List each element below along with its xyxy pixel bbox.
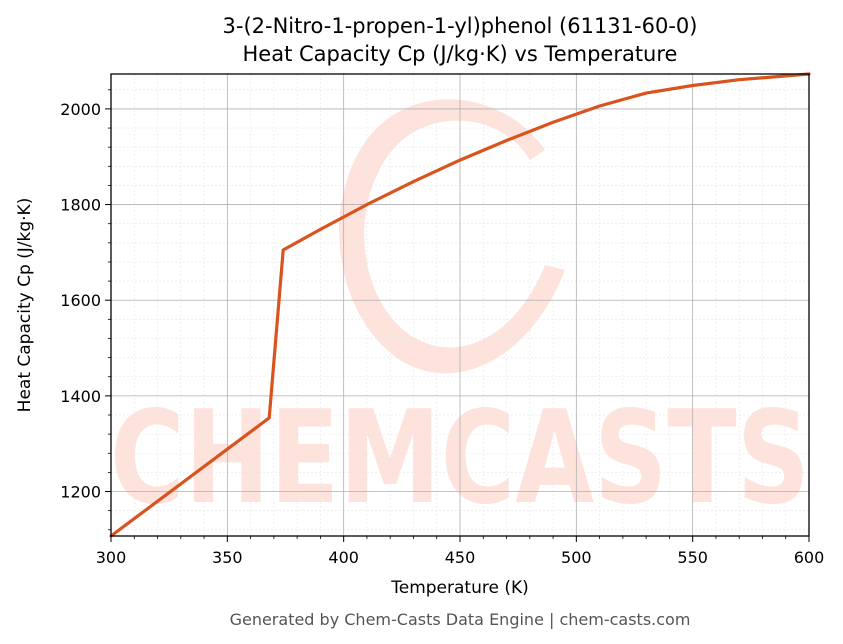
chart-title: 3-(2-Nitro-1-propen-1-yl)phenol (61131-6… (223, 14, 698, 38)
y-axis: 1200 1400 1600 1800 2000 (60, 89, 111, 531)
y-tick-label: 1400 (60, 387, 101, 406)
x-axis: 300 350 400 450 500 550 600 (96, 536, 825, 567)
y-axis-label: Heat Capacity Cp (J/kg·K) (15, 198, 35, 413)
x-tick-label: 400 (328, 548, 359, 567)
watermark-logo-swirl (339, 99, 565, 374)
y-tick-label: 2000 (60, 100, 101, 119)
x-tick-label: 350 (212, 548, 243, 567)
x-tick-label: 500 (561, 548, 592, 567)
y-tick-label: 1600 (60, 291, 101, 310)
y-tick-label: 1200 (60, 483, 101, 502)
x-axis-label: Temperature (K) (390, 578, 529, 598)
cp-series-line (109, 72, 811, 538)
x-tick-label: 600 (794, 548, 825, 567)
chart-subtitle: Heat Capacity Cp (J/kg·K) vs Temperature (243, 42, 678, 66)
x-tick-label: 550 (677, 548, 708, 567)
y-tick-label: 1800 (60, 196, 101, 215)
footer-credit: Generated by Chem-Casts Data Engine | ch… (230, 610, 691, 629)
x-tick-label: 450 (445, 548, 476, 567)
x-tick-label: 300 (96, 548, 127, 567)
